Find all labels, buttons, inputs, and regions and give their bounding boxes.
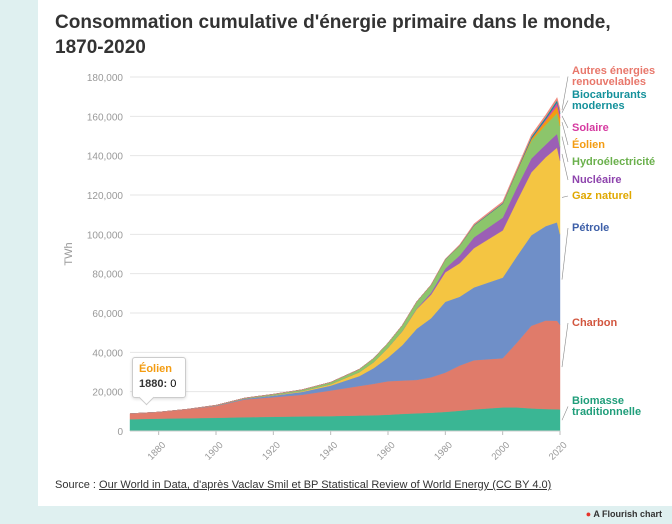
series-label: Nucléaire	[572, 174, 622, 186]
source-link[interactable]: Our World in Data, d'après Vaclav Smil e…	[99, 479, 552, 491]
y-tick-label: 0	[117, 427, 123, 438]
y-tick-label: 80,000	[92, 270, 123, 281]
x-tick-label: 1940	[318, 440, 341, 463]
tooltip-value: 0	[170, 378, 177, 390]
x-tick-label: 2020	[547, 440, 570, 463]
source-note: Source : Our World in Data, d'après Vacl…	[55, 479, 551, 491]
source-prefix: Source :	[55, 479, 100, 491]
y-tick-label: 40,000	[92, 348, 123, 359]
series-label: renouvelables	[572, 76, 646, 88]
area-autres-energies-renouvelables	[129, 97, 561, 414]
label-leader	[561, 136, 569, 163]
hover-tooltip: Éolien 1880: 0	[132, 357, 186, 398]
label-leader	[561, 322, 569, 368]
flourish-label: A Flourish chart	[593, 509, 662, 519]
x-tick-label: 2000	[490, 440, 513, 463]
y-tick-label: 20,000	[92, 388, 123, 399]
label-leader	[561, 195, 569, 198]
series-label: traditionnelle	[572, 406, 641, 418]
series-label: Éolien	[572, 138, 605, 151]
x-tick-label: 1880	[146, 440, 169, 463]
series-label: Biomasse	[572, 395, 624, 407]
y-tick-label: 100,000	[87, 230, 124, 241]
series-label: modernes	[572, 100, 625, 112]
series-label: Solaire	[572, 122, 609, 134]
label-leader	[561, 100, 569, 113]
y-tick-label: 180,000	[87, 73, 124, 84]
series-label: Charbon	[572, 317, 618, 329]
label-leader	[561, 153, 569, 181]
label-leader	[561, 115, 569, 129]
y-tick-label: 140,000	[87, 152, 124, 163]
tooltip-year: 1880:	[139, 378, 168, 390]
y-tick-label: 60,000	[92, 309, 123, 320]
y-tick-label: 120,000	[87, 191, 124, 202]
series-label: Hydroélectricité	[572, 156, 655, 168]
x-tick-label: 1980	[432, 440, 455, 463]
label-leader	[561, 406, 569, 421]
y-tick-label: 160,000	[87, 112, 124, 123]
series-label: Autres énergies	[572, 65, 655, 77]
y-axis-title: TWh	[63, 242, 75, 265]
tooltip-series: Éolien	[139, 363, 173, 375]
x-tick-label: 1900	[203, 440, 226, 463]
label-leader	[561, 76, 569, 111]
series-label: Pétrole	[572, 222, 609, 234]
label-leader	[561, 227, 569, 280]
chart-title: Consommation cumulative d'énergie primai…	[55, 12, 611, 58]
x-tick-label: 1960	[375, 440, 398, 463]
flourish-icon: ●	[585, 509, 592, 519]
x-tick-label: 1920	[260, 440, 283, 463]
series-label: Gaz naturel	[572, 190, 632, 202]
flourish-credit[interactable]: ● A Flourish chart	[586, 509, 662, 519]
series-label: Biocarburants	[572, 89, 647, 101]
label-leader	[561, 121, 569, 146]
